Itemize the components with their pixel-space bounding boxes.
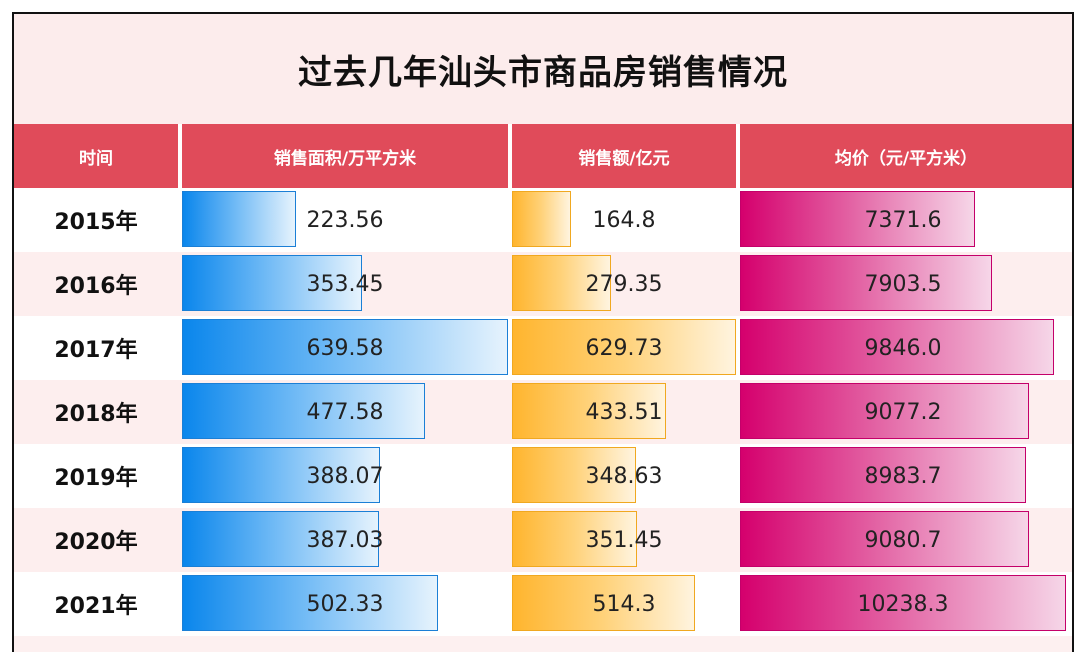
area-bar	[182, 383, 425, 439]
amount-bar	[512, 383, 666, 439]
amount-value: 514.3	[592, 591, 656, 617]
table-row: 2020年 387.03 351.45 9080.7	[14, 508, 1072, 572]
chart-title: 过去几年汕头市商品房销售情况	[298, 52, 788, 93]
area-value: 223.56	[306, 207, 384, 233]
year-label: 2015年	[54, 210, 138, 235]
header-divider	[178, 124, 182, 188]
amount-value: 348.63	[585, 463, 663, 489]
header-area: 销售面积/万平方米	[273, 148, 417, 169]
amount-value: 351.45	[585, 527, 663, 553]
year-label: 2019年	[54, 466, 138, 491]
price-bar	[740, 191, 975, 247]
area-value: 387.03	[306, 527, 384, 553]
table-frame: 过去几年汕头市商品房销售情况 时间 销售面积/万平方米 销售额/亿元 均价（元/…	[12, 12, 1074, 652]
area-bar	[182, 319, 508, 375]
header-price: 均价（元/平方米）	[834, 148, 978, 169]
title-band: 过去几年汕头市商品房销售情况	[14, 14, 1072, 124]
area-value: 353.45	[306, 271, 384, 297]
area-value: 477.58	[306, 399, 384, 425]
price-value: 7903.5	[864, 271, 942, 297]
amount-bar	[512, 191, 571, 247]
year-label: 2017年	[54, 338, 138, 363]
amount-value: 164.8	[592, 207, 656, 233]
header-divider	[508, 124, 512, 188]
amount-bar	[512, 255, 611, 311]
header-row: 时间 销售面积/万平方米 销售额/亿元 均价（元/平方米）	[14, 124, 1072, 188]
price-bar	[740, 319, 1054, 375]
price-bar	[740, 383, 1029, 439]
table-row: 2017年 639.58 629.73 9846.0	[14, 316, 1072, 380]
year-label: 2020年	[54, 530, 138, 555]
area-bar	[182, 191, 296, 247]
price-value: 9077.2	[864, 399, 942, 425]
table-row: 2018年 477.58 433.51 9077.2	[14, 380, 1072, 444]
amount-value: 433.51	[585, 399, 663, 425]
price-bar	[740, 447, 1026, 503]
price-value: 9846.0	[864, 335, 942, 361]
price-bar	[740, 511, 1029, 567]
area-value: 388.07	[306, 463, 384, 489]
amount-bar	[512, 447, 636, 503]
table-row: 2015年 223.56 164.8 7371.6	[14, 188, 1072, 252]
area-bar	[182, 511, 379, 567]
price-value: 7371.6	[864, 207, 942, 233]
area-bar	[182, 447, 380, 503]
price-value: 8983.7	[864, 463, 942, 489]
amount-bar	[512, 511, 637, 567]
amount-value: 279.35	[585, 271, 663, 297]
price-bar	[740, 255, 992, 311]
table-row: 2021年 502.33 514.3 10238.3	[14, 572, 1072, 636]
price-value: 9080.7	[864, 527, 942, 553]
header-amount: 销售额/亿元	[578, 148, 670, 169]
area-value: 502.33	[306, 591, 384, 617]
amount-bar	[512, 319, 736, 375]
table-row: 2019年 388.07 348.63 8983.7	[14, 444, 1072, 508]
area-bar	[182, 255, 362, 311]
header-time: 时间	[79, 148, 113, 169]
area-value: 639.58	[306, 335, 384, 361]
year-label: 2016年	[54, 274, 138, 299]
year-label: 2021年	[54, 594, 138, 619]
header-divider	[736, 124, 740, 188]
year-label: 2018年	[54, 402, 138, 427]
price-value: 10238.3	[857, 591, 949, 617]
amount-value: 629.73	[585, 335, 663, 361]
table-row: 2016年 353.45 279.35 7903.5	[14, 252, 1072, 316]
